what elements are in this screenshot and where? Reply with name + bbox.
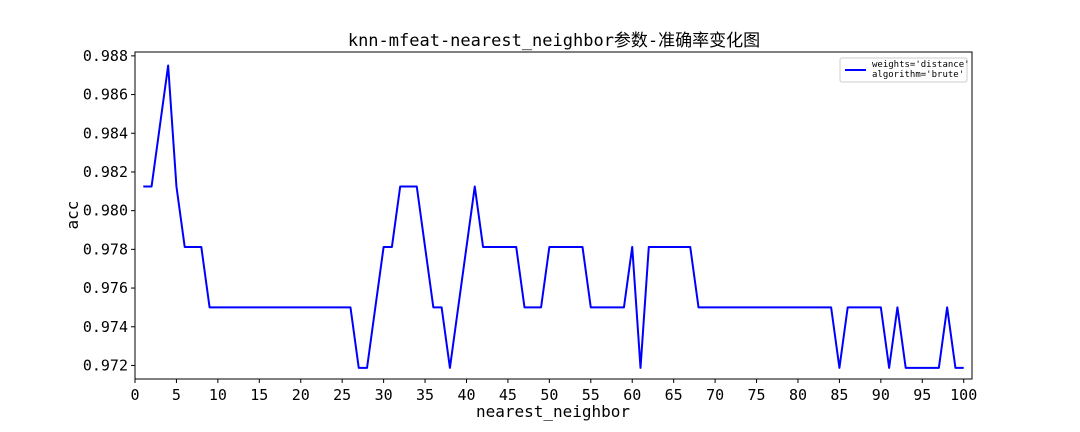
x-tick-label: 80 bbox=[789, 386, 807, 404]
plot-area bbox=[134, 51, 973, 380]
y-axis-label: acc bbox=[63, 201, 82, 230]
y-tick-label: 0.982 bbox=[83, 163, 128, 181]
series-layer bbox=[143, 64, 964, 369]
x-tick-label: 85 bbox=[830, 386, 848, 404]
x-tick-label: 30 bbox=[375, 386, 393, 404]
x-tick-label: 95 bbox=[913, 386, 931, 404]
legend: weights='distance' algorithm='brute' bbox=[839, 57, 970, 83]
y-tick-label: 0.972 bbox=[83, 356, 128, 374]
x-tick-label: 55 bbox=[582, 386, 600, 404]
y-tick-label: 0.988 bbox=[83, 47, 128, 65]
x-axis: 0 5 10 15 20 25 30 35 40 45 50 55 60 65 70 75 80 85 90 95 10… bbox=[130, 379, 977, 404]
x-tick-label: 50 bbox=[540, 386, 558, 404]
x-tick-label: 5 bbox=[172, 386, 181, 404]
x-axis-label: nearest_neighbor bbox=[476, 402, 630, 421]
x-tick-label: 35 bbox=[416, 386, 434, 404]
x-tick-label: 10 bbox=[209, 386, 227, 404]
series-line bbox=[143, 64, 964, 369]
x-tick-label: 45 bbox=[499, 386, 517, 404]
x-tick-label: 60 bbox=[623, 386, 641, 404]
x-tick-label: 70 bbox=[706, 386, 724, 404]
x-tick-label: 40 bbox=[457, 386, 475, 404]
y-tick-label: 0.976 bbox=[83, 279, 128, 297]
legend-box bbox=[839, 57, 968, 83]
chart-title: knn-mfeat-nearest_neighbor参数-准确率变化图 bbox=[348, 31, 760, 51]
x-tick-label: 90 bbox=[872, 386, 890, 404]
y-tick-label: 0.980 bbox=[83, 202, 128, 220]
x-tick-label: 100 bbox=[950, 386, 977, 404]
x-tick-label: 0 bbox=[130, 386, 139, 404]
y-axis: 0.972 0.974 0.976 0.978 0.980 0.982 0.984 0.986… bbox=[83, 47, 135, 374]
legend-label-line-2: algorithm='brute' bbox=[872, 70, 964, 80]
x-tick-label: 20 bbox=[292, 386, 310, 404]
legend-label-line-1: weights='distance' bbox=[872, 60, 970, 70]
x-tick-label: 25 bbox=[333, 386, 351, 404]
x-tick-label: 65 bbox=[665, 386, 683, 404]
x-tick-label: 15 bbox=[250, 386, 268, 404]
y-tick-label: 0.984 bbox=[83, 124, 128, 142]
x-tick-label: 75 bbox=[748, 386, 766, 404]
y-tick-label: 0.974 bbox=[83, 318, 128, 336]
y-tick-label: 0.986 bbox=[83, 86, 128, 104]
y-tick-label: 0.978 bbox=[83, 240, 128, 258]
